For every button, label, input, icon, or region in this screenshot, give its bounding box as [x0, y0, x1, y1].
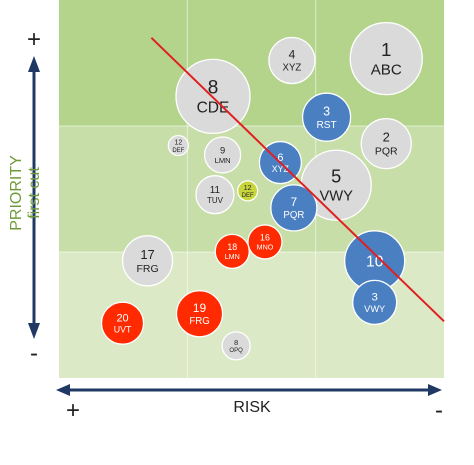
bubble-number: 12	[244, 185, 252, 192]
bubble-circle	[270, 184, 318, 232]
y-axis-title: PRIORITY	[8, 155, 25, 231]
bubble-circle	[221, 331, 251, 361]
bubble-number: 19	[193, 301, 207, 315]
bubble-circle	[100, 301, 145, 345]
bubble-number: 3	[323, 104, 330, 118]
bubble-circle	[352, 279, 398, 326]
bubble-label: OPQ	[229, 348, 243, 354]
bubble-number: 9	[220, 146, 225, 156]
bubble-label: PQR	[283, 210, 304, 221]
bubble-number: 17	[140, 247, 154, 262]
bubble-label: FRG	[136, 263, 158, 275]
bubble-number: 8	[208, 78, 219, 99]
bubble-number: 11	[210, 185, 221, 196]
bubble-number: 2	[383, 130, 390, 145]
bubble-label: VWY	[364, 304, 385, 314]
bubble-number: 4	[289, 48, 296, 62]
x-low-label: +	[66, 397, 80, 424]
bubble-label: VWY	[319, 189, 353, 205]
bubble-circle	[203, 136, 242, 174]
bubble-number: 1	[381, 39, 391, 60]
bubble-circle	[121, 235, 174, 287]
bubble-circle	[301, 92, 352, 142]
y-low-label: -	[30, 340, 38, 367]
bubble-circle	[195, 175, 235, 215]
x-axis-arrow	[56, 384, 442, 396]
bubble-label: LMN	[215, 156, 231, 165]
bubble-number: 3	[372, 292, 378, 304]
bubble-number: 18	[227, 242, 237, 252]
bubble-label: DEF	[172, 148, 184, 154]
bubble-label: RST	[316, 120, 336, 131]
y-high-label: +	[27, 26, 41, 53]
y-axis-subtitle: first cut	[26, 167, 43, 219]
bubble: 12 DEF	[167, 134, 190, 157]
bubble-label: UVT	[114, 324, 132, 334]
bubble-label: DEF	[242, 193, 254, 199]
bubble-number: 7	[291, 195, 298, 209]
bubble-label: MNO	[257, 243, 274, 251]
bubble-label: FRG	[189, 316, 209, 327]
bubble-number: 16	[260, 233, 270, 243]
bubble-number: 6	[277, 152, 283, 164]
bubble: 3 RST	[301, 92, 352, 142]
bubble-number: 20	[116, 313, 128, 325]
bubble-label: CDE	[197, 100, 230, 117]
bubble-label: XYZ	[283, 63, 302, 74]
bubble-circle	[268, 36, 316, 85]
bubble-label: XYZ	[272, 164, 290, 174]
bubble-circle	[300, 149, 372, 221]
bubble-number: 10	[366, 253, 384, 270]
bubble-circle	[247, 224, 283, 260]
bubble-number: 5	[331, 166, 341, 186]
x-axis-title: RISK	[233, 399, 271, 416]
bubble-label: LMN	[225, 253, 240, 261]
bubble: 5 VWY	[300, 149, 372, 221]
bubble-label: PQR	[375, 146, 398, 158]
x-high-label: -	[435, 397, 443, 424]
bubble-circle	[175, 290, 224, 338]
trend-line-group	[150, 37, 445, 323]
bubble-circle	[349, 21, 423, 96]
trend-line	[150, 37, 445, 323]
bubble-label: TUV	[207, 196, 224, 205]
bubble-circle	[360, 117, 412, 170]
bubble-circle	[167, 134, 190, 157]
bubble-circle	[214, 233, 250, 270]
bubble-label: ABC	[371, 61, 402, 78]
y-axis-arrow	[28, 56, 40, 339]
bubble-circle	[236, 180, 259, 202]
bubble-number: 12	[174, 139, 182, 146]
bubble-number: 8	[234, 338, 238, 347]
